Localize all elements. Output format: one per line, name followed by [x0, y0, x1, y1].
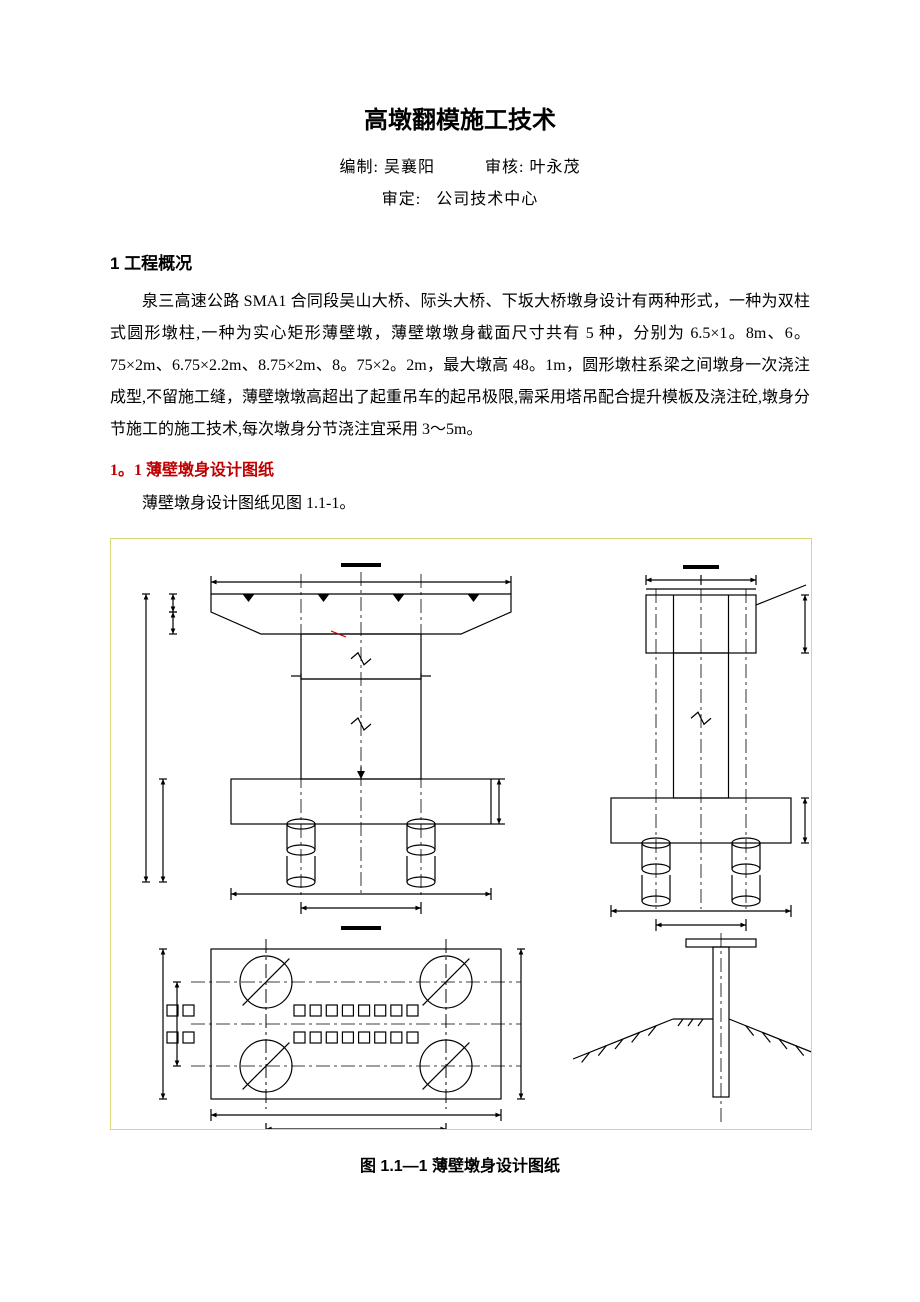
section-1-1-para: 薄壁墩身设计图纸见图 1.1-1。	[110, 488, 810, 520]
section-1-para: 泉三高速公路 SMA1 合同段吴山大桥、际头大桥、下坂大桥墩身设计有两种形式，一…	[110, 286, 810, 446]
reviewed-label: 审核:	[485, 153, 524, 177]
meta-line-1: 编制: 吴襄阳 审核: 叶永茂	[110, 153, 810, 177]
meta-line-2: 审定: 公司技术中心	[110, 185, 810, 209]
pier-design-diagram	[111, 539, 811, 1129]
reviewed-value: 叶永茂	[529, 153, 580, 177]
compiled-label: 编制:	[340, 153, 379, 177]
approved-label: 审定:	[382, 185, 421, 209]
page-title: 高墩翻模施工技术	[110, 100, 810, 135]
section-1-1-heading: 1。1 薄壁墩身设计图纸	[110, 456, 810, 480]
approved-value: 公司技术中心	[436, 185, 538, 209]
compiled-value: 吴襄阳	[384, 153, 435, 177]
page: 高墩翻模施工技术 编制: 吴襄阳 审核: 叶永茂 审定: 公司技术中心 1 工程…	[0, 0, 920, 1302]
section-1-heading: 1 工程概况	[110, 249, 810, 274]
figure-caption: 图 1.1—1 薄壁墩身设计图纸	[110, 1152, 810, 1176]
figure-1-1-1	[110, 538, 812, 1130]
